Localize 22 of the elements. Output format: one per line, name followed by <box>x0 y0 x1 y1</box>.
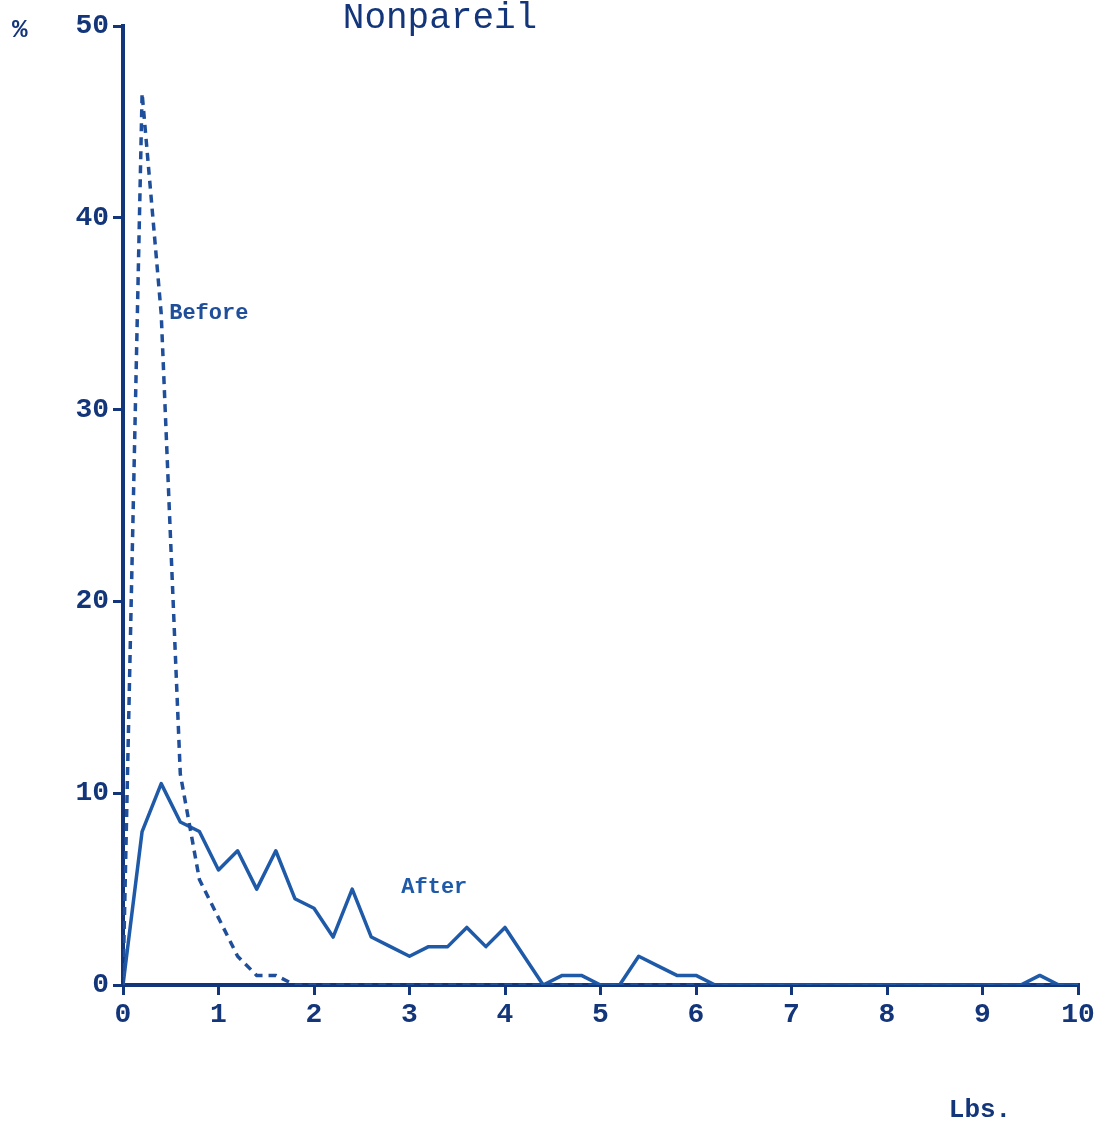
chart-title: Nonpareil <box>342 0 538 39</box>
y-tick-label: 40 <box>75 201 109 233</box>
x-tick-label: 10 <box>1061 998 1095 1030</box>
x-tick-label: 5 <box>592 998 609 1030</box>
x-tick-label: 2 <box>305 998 323 1030</box>
x-tick-label: 3 <box>401 998 418 1030</box>
x-tick-label: 1 <box>210 998 227 1030</box>
x-tick-label: 6 <box>687 998 705 1030</box>
series-label: After <box>401 875 468 901</box>
x-tick-label: 7 <box>783 998 800 1030</box>
y-tick-label: 20 <box>75 585 109 617</box>
y-tick-label: 50 <box>75 10 109 42</box>
y-tick-label: 30 <box>75 393 109 425</box>
y-tick-label: 0 <box>92 969 109 1001</box>
x-tick-label: 9 <box>974 998 991 1030</box>
y-axis-title: % <box>12 14 28 45</box>
series-label: Before <box>169 301 249 327</box>
x-axis-title: Lbs. <box>948 1094 1012 1125</box>
x-tick-label: 0 <box>114 998 132 1030</box>
x-tick-label: 4 <box>496 998 514 1030</box>
y-tick-label: 10 <box>75 777 109 809</box>
x-tick-label: 8 <box>878 998 896 1030</box>
